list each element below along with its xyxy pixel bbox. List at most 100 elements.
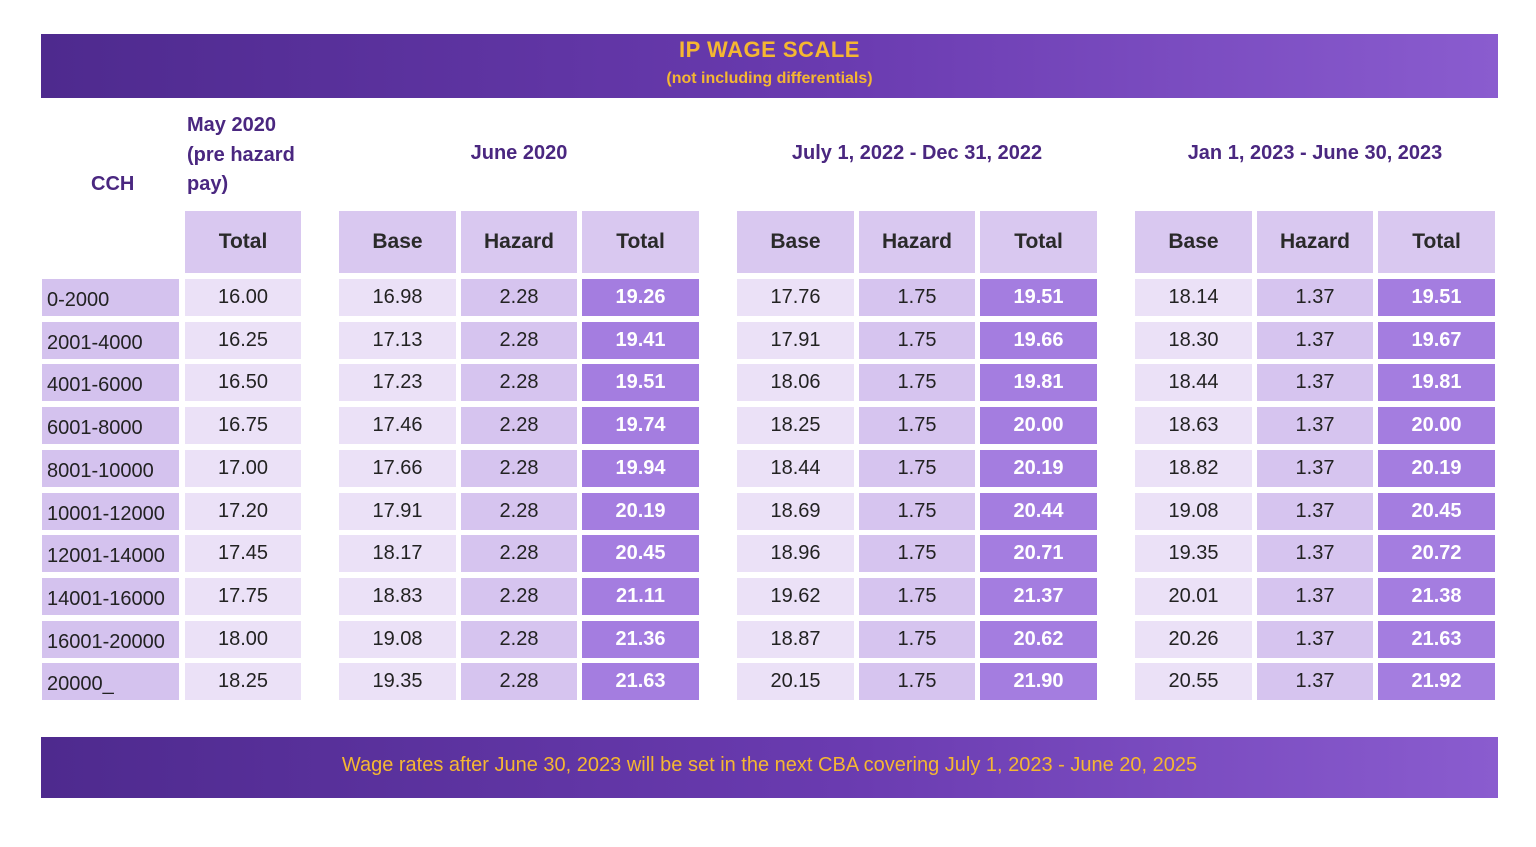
p2-hazard-cell: 1.75 (859, 578, 975, 615)
p2-total-cell: 19.81 (980, 364, 1097, 401)
p3-total-cell: 20.00 (1378, 407, 1495, 444)
may-total-cell: 17.45 (185, 535, 301, 572)
p2-total-cell: 19.51 (980, 279, 1097, 316)
cch-cell: 16001-20000 (42, 621, 179, 658)
p2-total-cell: 20.19 (980, 450, 1097, 487)
title-banner: IP WAGE SCALE (not including differentia… (41, 34, 1498, 98)
p2-hazard-cell: 1.75 (859, 364, 975, 401)
p3-total-header: Total (1378, 211, 1495, 273)
p3-hazard-cell: 1.37 (1257, 279, 1373, 316)
p2-total-cell: 20.44 (980, 493, 1097, 530)
p1-hazard-cell: 2.28 (461, 364, 577, 401)
p2-base-cell: 19.62 (737, 578, 854, 615)
p1-base-cell: 17.66 (339, 450, 456, 487)
cch-cell: 10001-12000 (42, 493, 179, 530)
p1-base-cell: 19.35 (339, 663, 456, 700)
p2-total-header: Total (980, 211, 1097, 273)
period-june-2020-heading: June 2020 (470, 142, 568, 164)
p2-hazard-cell: 1.75 (859, 663, 975, 700)
may-total-cell: 16.25 (185, 322, 301, 359)
p1-base-cell: 17.13 (339, 322, 456, 359)
p3-total-cell: 21.38 (1378, 578, 1495, 615)
p2-total-cell: 20.71 (980, 535, 1097, 572)
p2-hazard-cell: 1.75 (859, 279, 975, 316)
p1-hazard-header: Hazard (461, 211, 577, 273)
p2-total-cell: 20.00 (980, 407, 1097, 444)
p1-base-cell: 17.23 (339, 364, 456, 401)
page-title: IP WAGE SCALE (679, 37, 860, 62)
p3-total-cell: 19.81 (1378, 364, 1495, 401)
p3-total-cell: 19.51 (1378, 279, 1495, 316)
may-total-cell: 16.50 (185, 364, 301, 401)
may-total-cell: 17.20 (185, 493, 301, 530)
p3-total-cell: 21.63 (1378, 621, 1495, 658)
p3-base-cell: 18.63 (1135, 407, 1252, 444)
footer-banner: Wage rates after June 30, 2023 will be s… (41, 737, 1498, 798)
p1-total-cell: 21.36 (582, 621, 699, 658)
p2-hazard-cell: 1.75 (859, 535, 975, 572)
p1-total-cell: 19.41 (582, 322, 699, 359)
p1-total-cell: 19.74 (582, 407, 699, 444)
p2-base-cell: 18.69 (737, 493, 854, 530)
cch-heading: CCH (91, 173, 135, 195)
cch-cell: 12001-14000 (42, 535, 179, 572)
p3-base-cell: 19.35 (1135, 535, 1252, 572)
footer-note: Wage rates after June 30, 2023 will be s… (341, 754, 1198, 776)
p3-hazard-cell: 1.37 (1257, 407, 1373, 444)
p1-hazard-cell: 2.28 (461, 279, 577, 316)
p2-total-cell: 19.66 (980, 322, 1097, 359)
p3-hazard-cell: 1.37 (1257, 322, 1373, 359)
p2-base-cell: 18.96 (737, 535, 854, 572)
may-total-cell: 17.00 (185, 450, 301, 487)
p2-base-cell: 18.44 (737, 450, 854, 487)
p1-total-cell: 21.63 (582, 663, 699, 700)
p2-total-cell: 21.90 (980, 663, 1097, 700)
cch-cell: 2001-4000 (42, 322, 179, 359)
p1-total-cell: 20.19 (582, 493, 699, 530)
p3-hazard-cell: 1.37 (1257, 493, 1373, 530)
p3-total-cell: 19.67 (1378, 322, 1495, 359)
p3-base-cell: 19.08 (1135, 493, 1252, 530)
p3-hazard-cell: 1.37 (1257, 663, 1373, 700)
p1-base-cell: 19.08 (339, 621, 456, 658)
p3-base-cell: 20.26 (1135, 621, 1252, 658)
p3-base-cell: 20.55 (1135, 663, 1252, 700)
p3-total-cell: 21.92 (1378, 663, 1495, 700)
page-subtitle: (not including differentials) (666, 70, 873, 87)
p1-hazard-cell: 2.28 (461, 450, 577, 487)
p2-total-cell: 21.37 (980, 578, 1097, 615)
may-heading-line3: pay) (187, 173, 229, 195)
cch-cell: 6001-8000 (42, 407, 179, 444)
may-total-cell: 18.25 (185, 663, 301, 700)
p1-total-cell: 20.45 (582, 535, 699, 572)
p1-base-cell: 17.46 (339, 407, 456, 444)
p2-hazard-cell: 1.75 (859, 450, 975, 487)
p3-hazard-header: Hazard (1257, 211, 1373, 273)
p1-hazard-cell: 2.28 (461, 493, 577, 530)
period-2022-heading: July 1, 2022 - Dec 31, 2022 (791, 142, 1043, 164)
p3-base-cell: 18.44 (1135, 364, 1252, 401)
p1-hazard-cell: 2.28 (461, 535, 577, 572)
p1-base-header: Base (339, 211, 456, 273)
p3-base-header: Base (1135, 211, 1252, 273)
cch-cell: 0-2000 (42, 279, 179, 316)
p3-total-cell: 20.72 (1378, 535, 1495, 572)
p1-hazard-cell: 2.28 (461, 578, 577, 615)
p1-hazard-cell: 2.28 (461, 663, 577, 700)
may-total-header: Total (185, 211, 301, 273)
p3-base-cell: 18.30 (1135, 322, 1252, 359)
p1-total-header: Total (582, 211, 699, 273)
may-total-cell: 16.00 (185, 279, 301, 316)
p3-hazard-cell: 1.37 (1257, 578, 1373, 615)
p2-base-cell: 20.15 (737, 663, 854, 700)
may-total-cell: 17.75 (185, 578, 301, 615)
p1-total-cell: 19.94 (582, 450, 699, 487)
p2-base-cell: 18.87 (737, 621, 854, 658)
p1-base-cell: 18.83 (339, 578, 456, 615)
p3-base-cell: 18.14 (1135, 279, 1252, 316)
p2-base-header: Base (737, 211, 854, 273)
p3-hazard-cell: 1.37 (1257, 450, 1373, 487)
period-2023-heading: Jan 1, 2023 - June 30, 2023 (1187, 142, 1443, 164)
p3-total-cell: 20.45 (1378, 493, 1495, 530)
p1-base-cell: 17.91 (339, 493, 456, 530)
